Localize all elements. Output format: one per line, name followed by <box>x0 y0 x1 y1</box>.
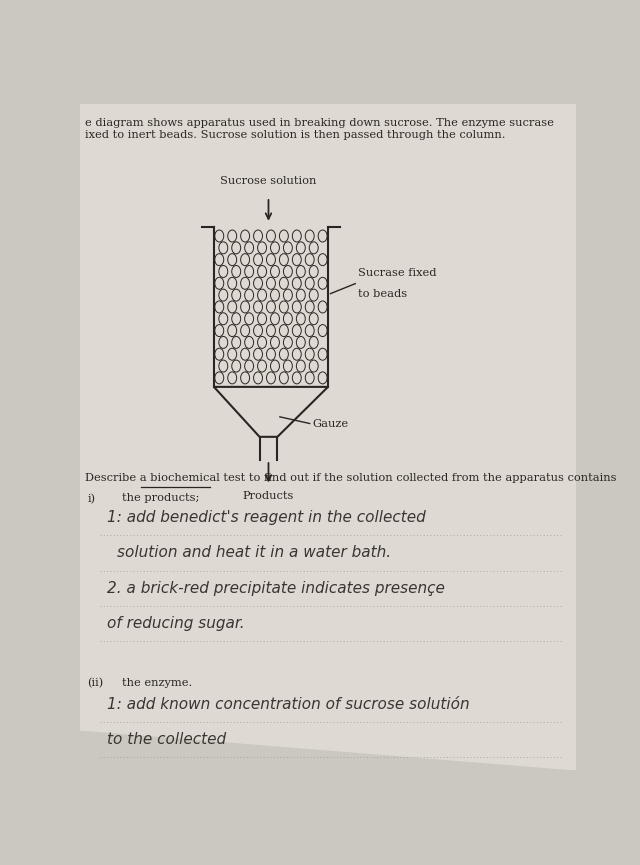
Text: Describe a biochemical test to find out if the solution collected from the appar: Describe a biochemical test to find out … <box>85 473 616 484</box>
Polygon shape <box>80 104 576 770</box>
Text: the products;: the products; <box>122 493 200 503</box>
Text: ixed to inert beads. Sucrose solution is then passed through the column.: ixed to inert beads. Sucrose solution is… <box>85 131 506 140</box>
Text: the enzyme.: the enzyme. <box>122 678 193 688</box>
Text: to beads: to beads <box>358 289 407 299</box>
Text: 1: add benedict's reagent in the collected: 1: add benedict's reagent in the collect… <box>108 510 426 525</box>
Text: Sucrose solution: Sucrose solution <box>220 176 317 186</box>
Text: Products: Products <box>243 490 294 501</box>
Text: Gauze: Gauze <box>312 419 348 428</box>
Text: solution and heat it in a water bath.: solution and heat it in a water bath. <box>117 546 391 561</box>
Text: (ii): (ii) <box>88 678 104 689</box>
Text: 1: add known concentration of sucrose solutión: 1: add known concentration of sucrose so… <box>108 696 470 712</box>
Text: 2. a brick-red precipitate indicates presençe: 2. a brick-red precipitate indicates pre… <box>108 580 445 596</box>
Text: of reducing sugar.: of reducing sugar. <box>108 616 245 631</box>
Text: Sucrase fixed: Sucrase fixed <box>358 268 436 279</box>
Text: to the collected: to the collected <box>108 732 227 746</box>
Text: i): i) <box>88 493 95 503</box>
Text: e diagram shows apparatus used in breaking down sucrose. The enzyme sucrase: e diagram shows apparatus used in breaki… <box>85 119 554 129</box>
